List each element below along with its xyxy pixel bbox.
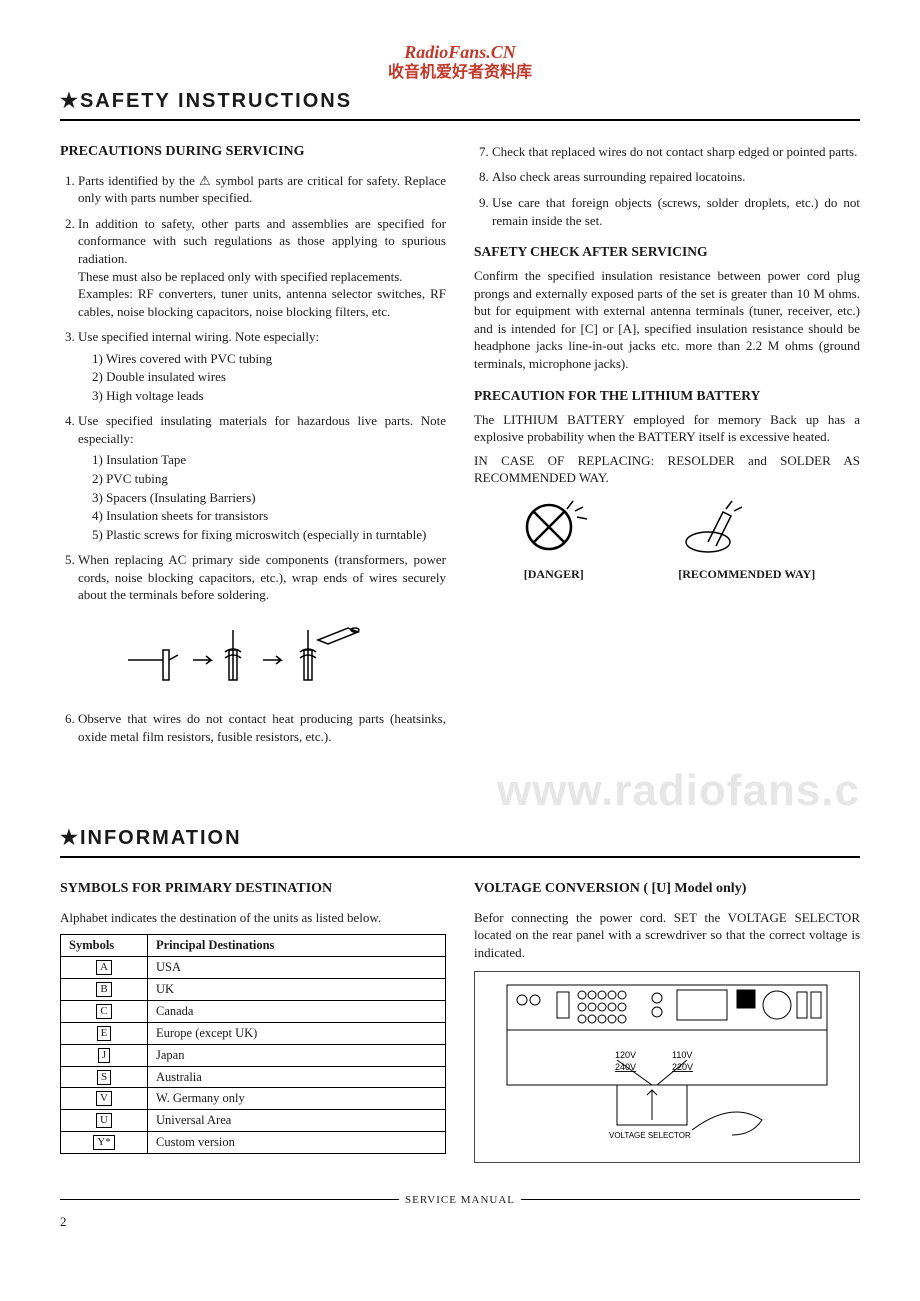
list-item: Also check areas surrounding repaired lo… — [492, 168, 860, 186]
wire-wrap-illustration — [60, 620, 446, 695]
recommended-icon — [678, 497, 748, 557]
recommended-label: [RECOMMENDED WAY] — [678, 566, 815, 582]
sub-item: 3) High voltage leads — [92, 387, 446, 405]
list-item: Observe that wires do not contact heat p… — [78, 710, 446, 745]
information-title: ★INFORMATION — [60, 825, 860, 852]
left-column: PRECAUTIONS DURING SERVICING Parts ident… — [60, 143, 446, 754]
precautions-list-cont: Observe that wires do not contact heat p… — [60, 710, 446, 745]
voltage-text: Befor connecting the power cord. SET the… — [474, 909, 860, 962]
symbols-column: SYMBOLS FOR PRIMARY DESTINATION Alphabet… — [60, 880, 446, 1163]
info-columns: SYMBOLS FOR PRIMARY DESTINATION Alphabet… — [60, 880, 860, 1163]
list-item: When replacing AC primary side component… — [78, 551, 446, 604]
safety-check-text: Confirm the specified insulation resista… — [474, 267, 860, 372]
footer-text: SERVICE MANUAL — [399, 1193, 521, 1208]
voltage-column: VOLTAGE CONVERSION ( [U] Model only) Bef… — [474, 880, 860, 1163]
table-row: VW. Germany only — [61, 1088, 446, 1110]
label-240v: 240V — [615, 1062, 636, 1072]
col-symbols: Symbols — [61, 935, 148, 957]
lithium-text1: The LITHIUM BATTERY employed for memory … — [474, 411, 860, 446]
table-row: AUSA — [61, 957, 446, 979]
sub-item: 4) Insulation sheets for transistors — [92, 507, 446, 525]
precautions-list-right: Check that replaced wires do not contact… — [474, 143, 860, 229]
danger-label: [DANGER] — [519, 566, 589, 582]
precautions-heading: PRECAUTIONS DURING SERVICING — [60, 143, 446, 162]
list-item: Use specified insulating materials for h… — [78, 412, 446, 543]
table-row: JJapan — [61, 1044, 446, 1066]
lithium-heading: PRECAUTION FOR THE LITHIUM BATTERY — [474, 387, 860, 405]
table-row: BUK — [61, 979, 446, 1001]
table-row: CCanada — [61, 1000, 446, 1022]
star-icon: ★ — [60, 827, 80, 849]
list-item: Use specified internal wiring. Note espe… — [78, 328, 446, 404]
list-item: Parts identified by the ⚠ symbol parts a… — [78, 172, 446, 207]
battery-illustrations: [DANGER] [RECOMMENDED WAY] — [474, 497, 860, 582]
voltage-diagram: 120V 240V 110V 220V VOLTAGE SELECTOR — [474, 971, 860, 1162]
label-selector: VOLTAGE SELECTOR — [609, 1131, 691, 1140]
sub-item: 3) Spacers (Insulating Barriers) — [92, 489, 446, 507]
table-row: UUniversal Area — [61, 1110, 446, 1132]
lithium-text2: IN CASE OF REPLACING: RESOLDER and SOLDE… — [474, 452, 860, 487]
destination-table: Symbols Principal Destinations AUSA BUK … — [60, 934, 446, 1154]
sub-item: 2) PVC tubing — [92, 470, 446, 488]
right-column: Check that replaced wires do not contact… — [474, 143, 860, 754]
divider — [60, 856, 860, 858]
page-number: 2 — [60, 1213, 860, 1231]
sub-item: 1) Wires covered with PVC tubing — [92, 350, 446, 368]
footer: SERVICE MANUAL — [60, 1193, 860, 1208]
sub-item: 1) Insulation Tape — [92, 451, 446, 469]
faint-watermark: www.radiofans.c — [60, 761, 860, 820]
list-item: Use care that foreign objects (screws, s… — [492, 194, 860, 229]
watermark-line2: 收音机爱好者资料库 — [60, 62, 860, 84]
star-icon: ★ — [60, 90, 80, 112]
symbols-intro: Alphabet indicates the destination of th… — [60, 909, 446, 927]
list-item: In addition to safety, other parts and a… — [78, 215, 446, 320]
list-item: Check that replaced wires do not contact… — [492, 143, 860, 161]
watermark-line1: RadioFans.CN — [60, 40, 860, 64]
safety-instructions-title: ★SAFETY INSTRUCTIONS — [60, 88, 860, 115]
divider — [60, 119, 860, 121]
safety-check-heading: SAFETY CHECK AFTER SERVICING — [474, 243, 860, 261]
table-row: EEurope (except UK) — [61, 1022, 446, 1044]
sub-item: 5) Plastic screws for fixing microswitch… — [92, 526, 446, 544]
table-row: Y*Custom version — [61, 1132, 446, 1154]
table-row: SAustralia — [61, 1066, 446, 1088]
symbols-heading: SYMBOLS FOR PRIMARY DESTINATION — [60, 880, 446, 899]
label-120v: 120V — [615, 1050, 636, 1060]
precautions-list: Parts identified by the ⚠ symbol parts a… — [60, 172, 446, 604]
danger-icon — [519, 497, 589, 557]
safety-columns: PRECAUTIONS DURING SERVICING Parts ident… — [60, 143, 860, 754]
col-destinations: Principal Destinations — [148, 935, 446, 957]
voltage-heading: VOLTAGE CONVERSION ( [U] Model only) — [474, 880, 860, 899]
label-220v: 220V — [672, 1062, 693, 1072]
label-110v: 110V — [672, 1050, 692, 1060]
sub-item: 2) Double insulated wires — [92, 368, 446, 386]
